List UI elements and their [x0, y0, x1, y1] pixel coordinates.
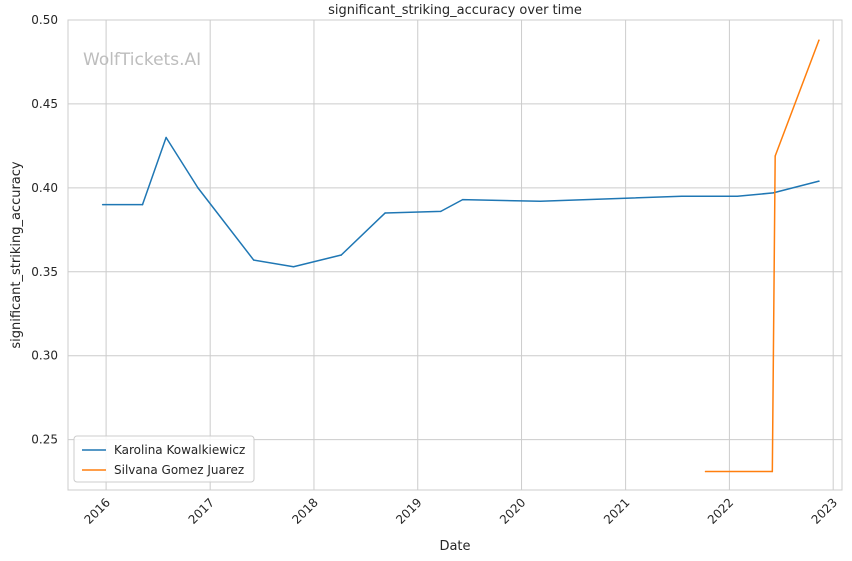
y-axis-label: significant_striking_accuracy: [9, 161, 24, 349]
data-point: [771, 470, 774, 473]
data-point: [772, 192, 774, 194]
data-point: [340, 254, 343, 256]
data-point: [736, 195, 739, 197]
x-axis-label: Date: [439, 539, 470, 554]
data-point: [539, 200, 542, 203]
legend: Karolina Kowalkiewicz Silvana Gomez Juare…: [73, 435, 255, 483]
data-point: [818, 180, 820, 182]
data-point: [292, 266, 295, 268]
data-point: [165, 136, 167, 139]
series-layer: [101, 39, 820, 473]
legend-entry-1: Karolina Kowalkiewicz: [114, 443, 245, 457]
legend-box: [73, 435, 255, 483]
y-tick-label: 0.30: [31, 349, 58, 363]
plot-area: [67, 19, 843, 491]
data-point: [252, 259, 255, 261]
y-tick-labels: 0.25 0.30 0.35 0.40 0.45 0.50: [31, 13, 58, 447]
y-tick-label: 0.50: [31, 13, 58, 27]
data-point: [384, 212, 386, 214]
data-point: [101, 203, 104, 206]
watermark: WolfTickets.AI: [83, 50, 201, 70]
y-tick-label: 0.25: [31, 433, 58, 447]
y-tick-label: 0.40: [31, 181, 58, 195]
legend-entry-2: Silvana Gomez Juarez: [114, 463, 244, 477]
data-point: [680, 195, 683, 197]
data-point: [141, 203, 144, 206]
data-point: [461, 198, 464, 201]
data-point: [774, 155, 776, 157]
series-line-2: [705, 39, 820, 473]
data-point: [704, 470, 707, 473]
data-point: [818, 39, 820, 41]
y-tick-label: 0.35: [31, 265, 58, 279]
data-point: [440, 210, 442, 213]
data-point: [197, 187, 199, 189]
y-tick-label: 0.45: [31, 97, 58, 111]
chart-title: significant_striking_accuracy over time: [328, 3, 582, 18]
